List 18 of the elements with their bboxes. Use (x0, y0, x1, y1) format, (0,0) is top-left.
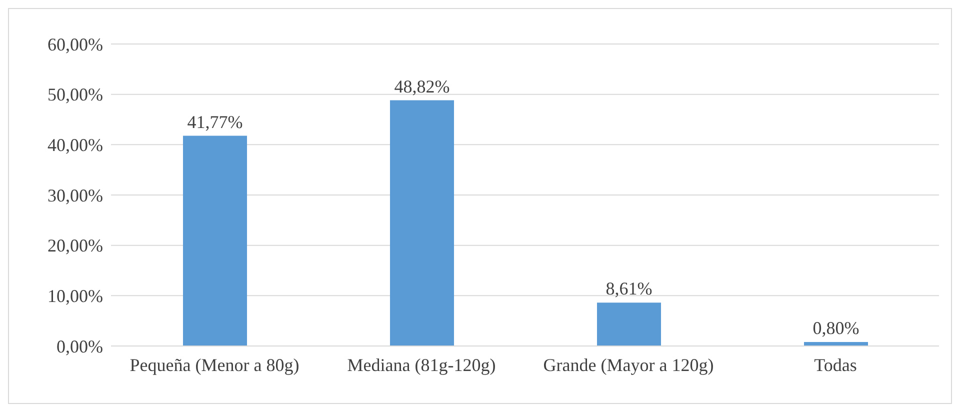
x-tick-label: Grande (Mayor a 120g) (543, 354, 714, 375)
y-tick-label: 0,00% (56, 336, 103, 356)
data-label: 41,77% (187, 112, 243, 132)
data-label: 8,61% (606, 278, 652, 299)
bar (390, 100, 454, 346)
y-tick-label: 30,00% (48, 185, 103, 206)
data-label: 0,80% (812, 318, 860, 338)
y-tick-label: 40,00% (48, 135, 103, 156)
data-label: 48,82% (394, 76, 450, 96)
bar (183, 136, 247, 346)
y-tick-label: 50,00% (48, 84, 103, 105)
y-tick-label: 20,00% (48, 236, 103, 256)
y-tick-label: 10,00% (48, 286, 103, 306)
x-tick-label: Mediana (81g-120g) (347, 354, 496, 375)
x-tick-label: Todas (814, 354, 857, 375)
bar (597, 302, 661, 346)
x-tick-label: Pequeña (Menor a 80g) (130, 354, 300, 375)
y-tick-label: 60,00% (48, 34, 103, 54)
